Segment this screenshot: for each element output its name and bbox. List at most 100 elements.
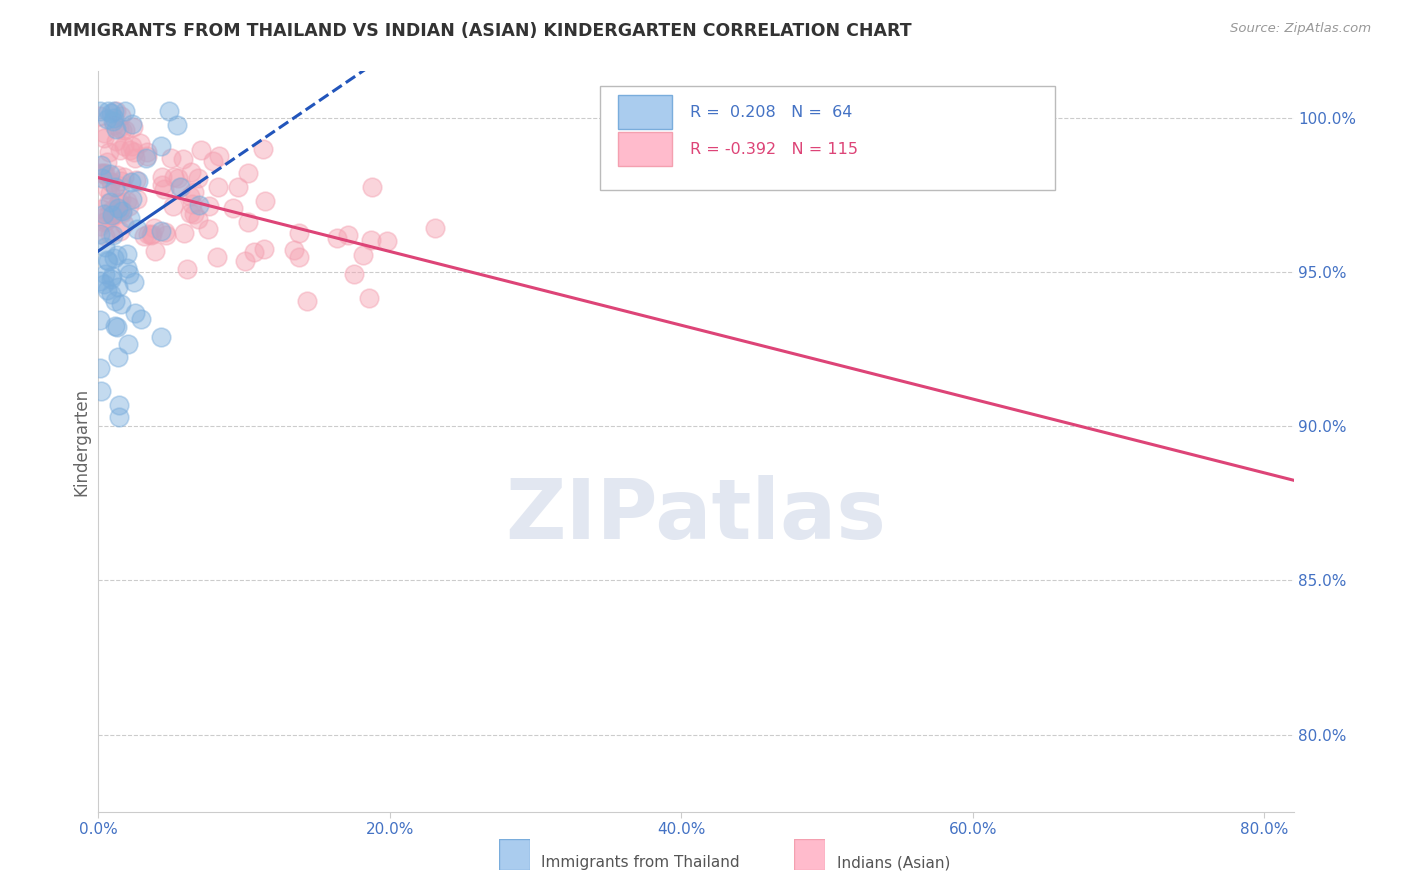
Point	[187, 211, 209, 226]
Point	[89, 313, 111, 327]
Point	[149, 330, 172, 344]
Point	[170, 179, 193, 194]
Point	[114, 218, 136, 232]
Point	[96, 154, 118, 169]
Point	[90, 202, 112, 216]
Point	[107, 350, 129, 364]
Point	[337, 228, 360, 243]
Point	[108, 202, 131, 217]
Text: IMMIGRANTS FROM THAILAND VS INDIAN (ASIAN) KINDERGARTEN CORRELATION CHART: IMMIGRANTS FROM THAILAND VS INDIAN (ASIA…	[49, 22, 912, 40]
Point	[253, 242, 276, 256]
Point	[118, 211, 141, 225]
Point	[117, 247, 139, 261]
Point	[100, 175, 122, 189]
Point	[107, 204, 129, 219]
Bar	[619, 95, 672, 128]
Point	[107, 195, 129, 210]
Point	[110, 109, 132, 123]
Point	[96, 283, 118, 297]
Point	[172, 152, 194, 166]
Point	[108, 224, 131, 238]
Point	[129, 312, 152, 326]
Point	[101, 228, 124, 243]
Point	[190, 143, 212, 157]
Bar	[619, 132, 672, 166]
Point	[104, 294, 127, 309]
Point	[253, 194, 276, 208]
Point	[125, 222, 148, 236]
Point	[117, 336, 139, 351]
Point	[107, 409, 129, 424]
Point	[360, 234, 382, 248]
Point	[115, 194, 138, 208]
Point	[96, 182, 118, 196]
Point	[112, 169, 135, 184]
Point	[125, 192, 148, 206]
Point	[117, 267, 139, 281]
Point	[108, 178, 131, 193]
Text: R =  0.208   N =  64: R = 0.208 N = 64	[690, 104, 852, 120]
Point	[150, 170, 173, 185]
Point	[111, 205, 134, 219]
Point	[96, 253, 118, 268]
Point	[122, 275, 145, 289]
Point	[120, 175, 142, 189]
Point	[134, 229, 156, 244]
Point	[162, 199, 184, 213]
Point	[93, 215, 115, 229]
Point	[110, 296, 132, 310]
Point	[135, 145, 157, 159]
FancyBboxPatch shape	[600, 87, 1054, 190]
Point	[100, 211, 122, 225]
Text: Immigrants from Thailand: Immigrants from Thailand	[541, 855, 740, 870]
Point	[101, 208, 124, 222]
Point	[121, 120, 143, 135]
Point	[111, 122, 134, 136]
Point	[104, 104, 127, 119]
Point	[89, 104, 111, 119]
Point	[180, 165, 202, 179]
Point	[157, 104, 180, 119]
Point	[135, 149, 157, 163]
Point	[122, 145, 145, 159]
Point	[150, 224, 173, 238]
Point	[89, 227, 111, 242]
Point	[103, 207, 125, 221]
Point	[103, 118, 125, 132]
Point	[101, 202, 124, 217]
Point	[103, 104, 125, 119]
Point	[179, 205, 201, 219]
Point	[89, 166, 111, 180]
Point	[208, 149, 231, 163]
Point	[238, 215, 260, 229]
Point	[152, 181, 174, 195]
Point	[108, 195, 131, 210]
Point	[118, 143, 141, 157]
Point	[375, 234, 398, 248]
Text: R = -0.392   N = 115: R = -0.392 N = 115	[690, 142, 858, 157]
Point	[236, 166, 259, 180]
Point	[288, 227, 311, 241]
Point	[201, 154, 224, 169]
Point	[222, 201, 245, 215]
Point	[118, 199, 141, 213]
Point	[166, 118, 188, 132]
Point	[121, 192, 143, 206]
Point	[89, 274, 111, 288]
Point	[110, 174, 132, 188]
Point	[98, 227, 121, 241]
Point	[198, 199, 221, 213]
Point	[105, 168, 128, 182]
Point	[108, 143, 131, 157]
Point	[111, 203, 134, 218]
Text: Indians (Asian): Indians (Asian)	[837, 855, 950, 870]
Point	[103, 251, 125, 265]
Point	[129, 136, 152, 150]
Point	[93, 127, 115, 141]
Point	[187, 198, 209, 212]
Point	[90, 158, 112, 172]
Point	[183, 186, 205, 200]
Point	[243, 245, 266, 260]
Point	[169, 179, 191, 194]
Point	[179, 189, 201, 203]
